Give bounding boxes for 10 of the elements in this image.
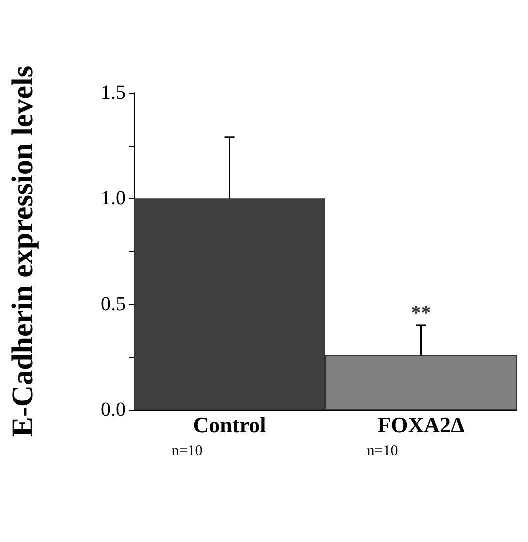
y-tick-label: 1.0 <box>101 188 126 210</box>
y-tick-label: 0.5 <box>101 293 126 316</box>
text: n=10 <box>367 444 398 460</box>
text: n=10 <box>172 444 203 460</box>
annotation: ** <box>411 302 432 324</box>
y-axis-title: E-Cadherin expression levels <box>6 66 40 438</box>
x-tick-label: FOXA2Δ <box>378 412 466 438</box>
x-tick-label: Control <box>193 412 266 438</box>
y-tick-label: 1.5 <box>101 82 126 104</box>
y-tick-label: 0.0 <box>101 399 126 421</box>
